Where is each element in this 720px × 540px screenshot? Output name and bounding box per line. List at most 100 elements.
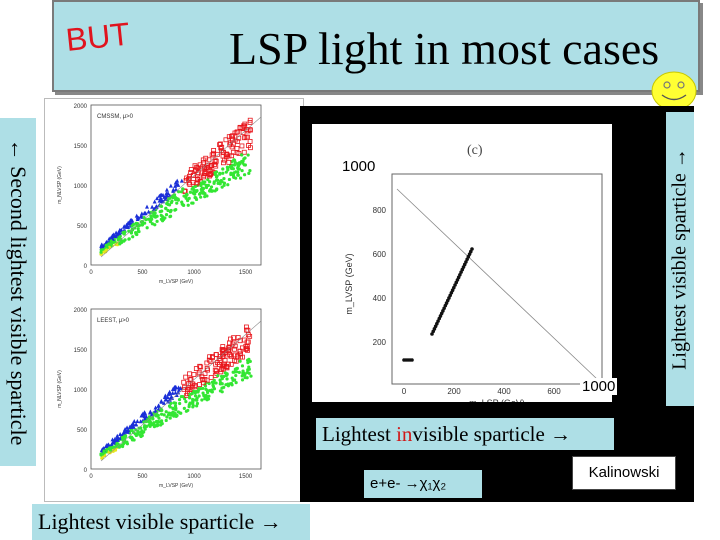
scatter-point	[223, 371, 227, 375]
scatter-point	[188, 392, 192, 396]
scatter-point	[164, 187, 169, 192]
scatter-point	[240, 354, 245, 360]
scatter-point	[175, 178, 180, 183]
scatter-point	[229, 153, 235, 159]
scatter-point	[209, 152, 215, 158]
data-point	[470, 247, 474, 251]
diagonal-line	[100, 116, 262, 258]
scatter-point	[206, 178, 210, 182]
scatter-point	[139, 211, 144, 216]
scatter-point	[214, 170, 219, 174]
scatter-point	[247, 117, 253, 123]
left-plot-tag: LEEST, μ>0	[97, 318, 130, 324]
scatter-point	[199, 374, 205, 380]
y-tick-label: 500	[77, 428, 88, 434]
x-tick-label: 200	[447, 387, 461, 396]
scatter-point	[247, 371, 251, 375]
scatter-point	[159, 196, 164, 201]
y-tick-label: 1000	[74, 184, 88, 190]
scatter-point	[173, 208, 177, 212]
scatter-point	[112, 445, 116, 449]
scatter-point	[234, 129, 240, 135]
scatter-point	[207, 381, 211, 386]
scatter-point	[151, 417, 155, 421]
scatter-point	[156, 423, 160, 427]
scatter-point	[107, 450, 111, 454]
scatter-point	[176, 197, 180, 201]
scatter-point	[206, 183, 210, 187]
scatter-point	[149, 216, 153, 220]
scatter-point	[104, 243, 108, 247]
y-tick-label: 1500	[74, 348, 88, 354]
scatter-point	[172, 387, 177, 392]
scatter-point	[247, 171, 251, 175]
y-tick-label: 1000	[74, 388, 88, 394]
x-tick-label: 600	[547, 387, 561, 396]
scatter-point	[176, 385, 181, 390]
scatter-point	[179, 178, 184, 183]
scatter-point	[227, 177, 232, 182]
scatter-point	[99, 250, 103, 254]
scatter-point	[211, 150, 216, 156]
x-tick-label: 1000	[187, 474, 201, 480]
scatter-point	[166, 202, 170, 207]
scatter-point	[236, 151, 242, 156]
scatter-point	[222, 177, 226, 181]
scatter-point	[135, 432, 139, 436]
scatter-point	[247, 145, 253, 151]
scatter-point	[220, 349, 226, 354]
scatter-point	[243, 156, 247, 160]
scatter-point	[216, 362, 222, 367]
scatter-point	[230, 376, 234, 380]
data-point	[410, 358, 414, 362]
scatter-point	[118, 431, 123, 436]
scatter-point	[236, 173, 240, 177]
scatter-point	[181, 379, 187, 385]
scatter-point	[235, 335, 241, 340]
scatter-point	[233, 358, 239, 364]
left-plot-tag: CMSSM, μ>0	[97, 114, 134, 120]
scatter-point	[164, 206, 168, 210]
scatter-point	[164, 191, 169, 196]
scatter-point	[135, 418, 140, 423]
scatter-point	[134, 231, 138, 235]
scatter-point	[207, 354, 213, 360]
scatter-point	[247, 365, 251, 369]
scatter-point	[217, 142, 223, 148]
but-stamp: BUT	[64, 15, 132, 59]
scatter-point	[242, 337, 247, 343]
scatter-point	[230, 166, 234, 171]
scatter-point	[194, 171, 200, 177]
lightest-visible-vertical-label: Lightest visible sparticle →	[668, 148, 691, 370]
scatter-point	[207, 171, 213, 177]
scatter-point	[175, 413, 179, 418]
scatter-point	[172, 193, 177, 197]
scatter-point	[184, 196, 188, 200]
scatter-point	[194, 180, 200, 186]
scatter-point	[210, 390, 214, 394]
scatter-point	[237, 370, 241, 374]
right-plot-tag: (c)	[467, 143, 483, 158]
left-plots-panel: CMSSM, μ>0 2000 1500 1000 500 0 0 500 1000 1500 m_…	[44, 98, 304, 502]
scatter-point	[164, 397, 169, 402]
scatter-point	[183, 374, 189, 380]
scatter-point	[160, 219, 165, 223]
scatter-point	[143, 221, 147, 225]
scatter-point	[188, 190, 192, 194]
scatter-point	[176, 410, 181, 414]
scatter-point	[153, 405, 158, 410]
scatter-point	[188, 376, 194, 382]
scatter-point	[197, 387, 201, 391]
scatter-point	[215, 174, 219, 178]
scatter-point	[244, 327, 249, 333]
scatter-point	[220, 160, 226, 166]
scatter-point	[196, 390, 200, 394]
scatter-point	[193, 184, 198, 189]
scatter-point	[190, 187, 194, 191]
scatter-point	[238, 359, 242, 363]
scatter-point	[209, 185, 214, 189]
scatter-point	[108, 235, 113, 240]
scatter-point	[226, 183, 230, 187]
scatter-point	[164, 418, 168, 423]
scatter-point	[157, 416, 161, 420]
